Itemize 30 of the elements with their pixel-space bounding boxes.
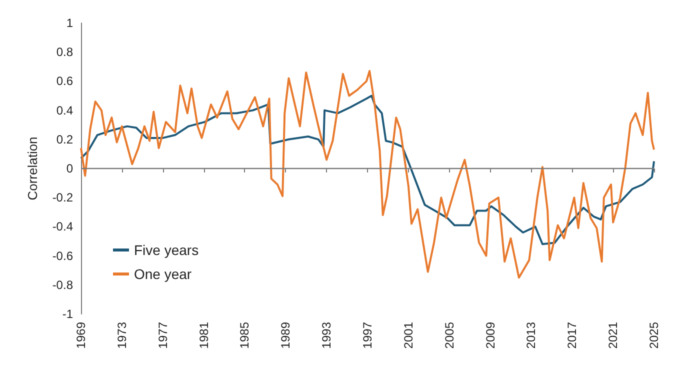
x-tick-label: 1977 (156, 322, 170, 349)
legend-label: Five years (134, 242, 199, 258)
x-tick-label: 2017 (565, 322, 580, 349)
y-axis-title: Correlation (25, 136, 40, 200)
y-tick-label: 1 (66, 16, 74, 30)
x-tick-label: 1973 (114, 322, 129, 349)
x-tick-label: 2013 (524, 322, 538, 349)
x-tick-label: 1997 (360, 322, 374, 349)
y-tick-label: -0.6 (52, 248, 74, 263)
x-tick-label: 1985 (238, 322, 252, 349)
y-tick-label: -0.8 (52, 278, 74, 292)
y-tick-label: 0.8 (56, 45, 74, 60)
legend-label: One year (134, 266, 192, 282)
y-tick-label: 0.6 (56, 74, 74, 88)
x-tick-label: 2009 (483, 322, 498, 349)
y-tick-label: -1 (62, 307, 74, 321)
x-tick-label: 1981 (196, 322, 211, 349)
x-tick-label: 1969 (74, 322, 88, 349)
line-series (80, 94, 655, 246)
x-tick-label: 2021 (606, 322, 620, 349)
y-tick-label: 0.2 (56, 132, 74, 146)
x-tick-label: 2001 (401, 322, 416, 349)
y-tick-label: -0.2 (52, 190, 74, 205)
x-tick-label: 2025 (647, 322, 661, 349)
y-tick-label: 0.4 (56, 103, 74, 118)
x-tick-label: 1989 (278, 322, 293, 349)
x-tick-label: 1993 (320, 322, 334, 349)
y-tick-label: 0 (66, 162, 74, 176)
y-tick-label: -0.4 (52, 220, 74, 234)
x-tick-label: 2005 (442, 322, 456, 349)
